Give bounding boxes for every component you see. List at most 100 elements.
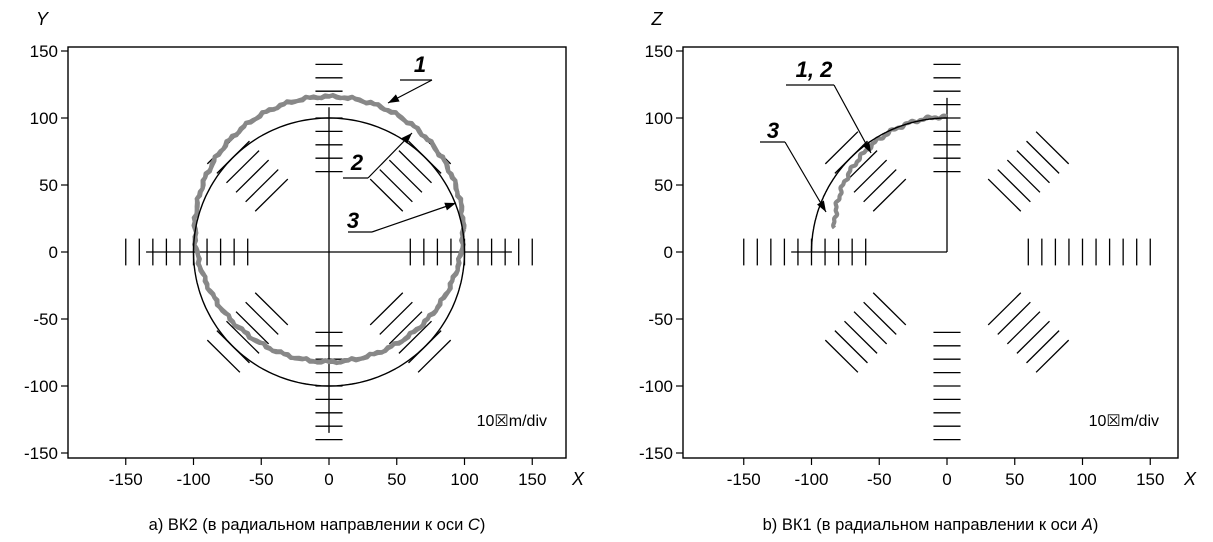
curve-callout-label: 1 xyxy=(414,52,426,77)
hatch-tick-diagonal xyxy=(1006,311,1041,345)
y-tick-label: -100 xyxy=(639,377,673,396)
series-0-curve xyxy=(831,113,949,230)
callout-leader xyxy=(371,202,457,233)
hatch-tick-diagonal xyxy=(853,159,888,193)
curve-callout-label: 3 xyxy=(347,208,359,233)
hatch-tick-diagonal xyxy=(824,339,859,373)
hatch-tick-diagonal xyxy=(1016,320,1050,354)
hatch-tick-diagonal xyxy=(844,320,878,354)
y-tick-label: 150 xyxy=(30,42,58,61)
callout-arrowhead xyxy=(862,141,871,153)
y-tick-label: 0 xyxy=(49,243,58,262)
hatch-tick-diagonal xyxy=(1026,140,1060,174)
y-tick-label: 50 xyxy=(39,176,58,195)
x-tick-label: 100 xyxy=(450,470,478,489)
hatch-tick-diagonal xyxy=(863,301,897,335)
series-2-curve xyxy=(192,117,466,387)
hatch-tick-diagonal xyxy=(254,292,289,326)
scale-unit-label: 10☒m/div xyxy=(477,413,547,430)
caption-axis-letter: C xyxy=(468,516,480,534)
hatch-tick-diagonal xyxy=(398,320,432,354)
curve-callout-label: 1, 2 xyxy=(796,57,833,82)
hatch-tick-diagonal xyxy=(417,339,452,373)
hatch-tick-diagonal xyxy=(206,339,241,373)
hatch-tick-diagonal xyxy=(379,301,413,335)
panel-caption: b) ВК1 (в радиальном направлении к оси A… xyxy=(763,516,1099,534)
series-1-curve xyxy=(810,117,947,252)
caption-text: b) ВК1 (в радиальном направлении к оси xyxy=(763,516,1082,534)
x-tick-label: -100 xyxy=(794,470,828,489)
x-tick-label: 100 xyxy=(1068,470,1096,489)
hatch-tick-diagonal xyxy=(226,150,260,184)
x-tick-label: -150 xyxy=(109,470,143,489)
hatch-tick-diagonal xyxy=(834,330,868,364)
hatch-tick-diagonal xyxy=(235,159,270,193)
y-tick-label: 100 xyxy=(30,109,58,128)
x-tick-label: 150 xyxy=(1136,470,1164,489)
callout-arrowhead xyxy=(388,94,400,103)
hatch-tick-diagonal xyxy=(1016,150,1050,184)
y-tick-label: -100 xyxy=(24,377,58,396)
panel-b: -150 -100 -50 0 50 100 150 150 100 50 0 -50 -100 -150… xyxy=(639,9,1197,534)
hatch-tick-diagonal xyxy=(1026,330,1060,364)
y-tick-label: -50 xyxy=(648,310,673,329)
y-tick-label: 50 xyxy=(654,176,673,195)
x-axis-label: X xyxy=(1183,469,1197,489)
callout-leader xyxy=(784,141,827,213)
x-tick-label: 0 xyxy=(942,470,951,489)
hatch-tick-diagonal xyxy=(245,301,279,335)
x-tick-label: 150 xyxy=(518,470,546,489)
hatch-tick-diagonal xyxy=(388,159,423,193)
x-tick-label: 50 xyxy=(1005,470,1024,489)
hatch-tick-diagonal xyxy=(398,150,432,184)
hatch-tick-diagonal xyxy=(872,292,907,326)
hatch-tick-diagonal xyxy=(254,178,289,212)
curve-callout-label: 2 xyxy=(350,150,364,175)
hatch-tick-diagonal xyxy=(987,178,1022,212)
x-tick-label: 0 xyxy=(324,470,333,489)
caption-axis-letter: A xyxy=(1081,516,1093,534)
y-tick-label: -150 xyxy=(639,444,673,463)
y-tick-label: 0 xyxy=(664,243,673,262)
panel-a: -150 -100 -50 0 50 100 150 150 100 50 0 -50 -100 -150… xyxy=(24,9,585,534)
hatch-tick-diagonal xyxy=(824,131,859,165)
hatch-tick-diagonal xyxy=(872,178,907,212)
hatch-tick-diagonal xyxy=(997,301,1031,335)
hatch-tick-diagonal xyxy=(226,320,260,354)
x-tick-label: 50 xyxy=(387,470,406,489)
hatch-tick-diagonal xyxy=(987,292,1022,326)
hatch-tick-diagonal xyxy=(369,292,404,326)
callout-arrowhead xyxy=(444,202,456,211)
x-tick-label: -100 xyxy=(176,470,210,489)
hatch-tick-diagonal xyxy=(853,311,888,345)
hatch-tick-diagonal xyxy=(1035,131,1070,165)
curve-callout-label: 3 xyxy=(767,118,779,143)
callout-leader xyxy=(833,84,872,154)
y-axis-label: Y xyxy=(36,9,50,29)
panel-caption: a) ВК2 (в радиальном направлении к оси C… xyxy=(149,516,486,534)
hatch-tick-diagonal xyxy=(997,169,1031,203)
scale-unit-label: 10☒m/div xyxy=(1089,413,1159,430)
callout-arrowhead xyxy=(816,200,826,212)
hatch-tick-diagonal xyxy=(1006,159,1041,193)
callout-arrowhead xyxy=(401,133,412,144)
hatch-tick-diagonal xyxy=(1035,339,1070,373)
caption-text-end: ) xyxy=(1093,516,1099,534)
y-tick-label: -50 xyxy=(33,310,58,329)
y-tick-label: 100 xyxy=(645,109,673,128)
caption-text-end: ) xyxy=(480,516,486,534)
x-axis-label: X xyxy=(571,469,585,489)
y-axis-label: Z xyxy=(651,9,664,29)
hatch-tick-diagonal xyxy=(863,169,897,203)
hatch-tick-diagonal xyxy=(379,169,413,203)
hatch-tick-diagonal xyxy=(235,311,270,345)
y-tick-label: -150 xyxy=(24,444,58,463)
caption-text: a) ВК2 (в радиальном направлении к оси xyxy=(149,516,468,534)
hatch-tick-diagonal xyxy=(369,178,404,212)
x-tick-label: -50 xyxy=(867,470,892,489)
y-tick-label: 150 xyxy=(645,42,673,61)
x-tick-label: -50 xyxy=(249,470,274,489)
hatch-tick-diagonal xyxy=(245,169,279,203)
